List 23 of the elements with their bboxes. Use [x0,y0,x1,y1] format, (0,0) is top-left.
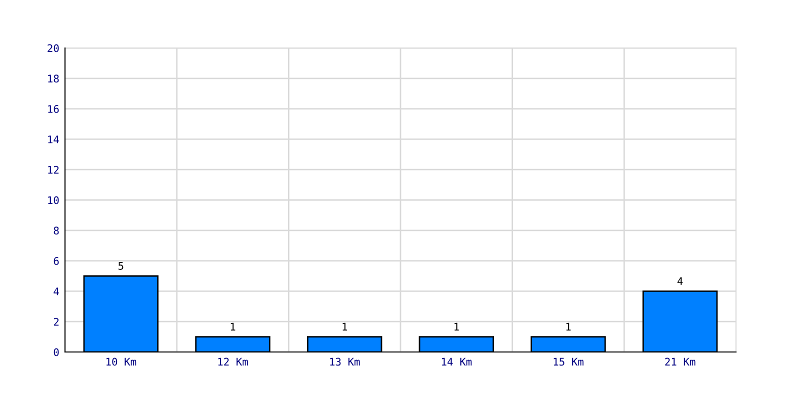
y-tick-label: 18 [48,74,59,83]
x-tick-label: 10 Km [106,358,136,366]
y-tick-label: 12 [48,166,59,174]
data-label: 1 [230,322,236,330]
data-label: 1 [454,322,459,330]
x-tick-label: 21 Km [665,358,696,366]
y-tick-label: 0 [54,348,59,356]
x-tick-label: 15 Km [554,358,584,366]
x-tick-label: 14 Km [442,358,472,366]
y-tick-label: 16 [48,105,59,113]
data-label: 4 [677,277,683,285]
data-label: 1 [342,322,348,330]
data-label: 1 [566,322,571,330]
y-tick-label: 14 [48,136,59,144]
x-tick-label: 12 Km [218,358,248,366]
x-tick-label: 13 Km [330,358,360,366]
y-tick-label: 6 [54,257,59,265]
y-tick-label: 20 [48,44,59,52]
y-tick-label: 2 [54,318,59,326]
data-label: 5 [118,262,124,270]
y-tick-label: 4 [54,288,59,296]
y-tick-label: 10 [48,196,59,204]
y-tick-label: 8 [54,226,59,235]
